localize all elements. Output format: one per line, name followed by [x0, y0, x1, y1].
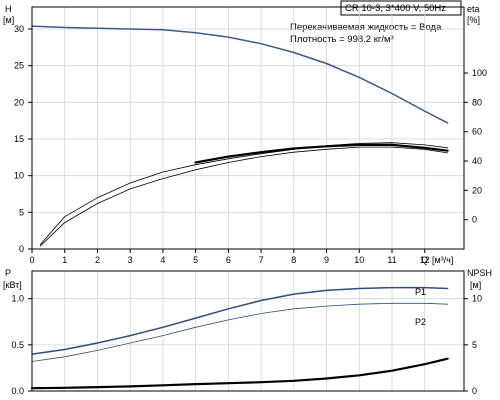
top-x-tick-label: 11	[387, 255, 396, 265]
bottom-y2-tick-label: 10	[472, 294, 482, 304]
bottom-y-unit: [кВт]	[3, 280, 22, 290]
bottom-y2-label: NPSH	[467, 268, 492, 278]
bottom-series-line-2	[30, 357, 449, 390]
bottom-y-tick-label: 1.0	[11, 294, 24, 304]
p2-series-label: P2	[415, 317, 426, 327]
top-y-tick-label: 30	[14, 24, 24, 34]
top-x-tick-label: 5	[193, 255, 198, 265]
top-y2-tick-label: 40	[472, 156, 482, 166]
top-y-tick-label: 15	[14, 134, 24, 144]
top-series-line-2	[39, 142, 449, 246]
top-x-tick-label: 12	[420, 255, 430, 265]
top-y2-unit: [%]	[467, 15, 480, 25]
top-y-tick-label: 0	[19, 244, 24, 254]
top-y-tick-label: 5	[19, 207, 24, 217]
density-label: Плотность = 998.2 кг/м³	[290, 34, 394, 45]
top-series-line-0	[31, 25, 449, 124]
fluid-label: Перекачиваемая жидкость = Вода	[290, 22, 442, 33]
top-y2-label: eta	[467, 4, 480, 14]
top-x-tick-label: 8	[291, 255, 296, 265]
top-x-tick-label: 10	[354, 255, 364, 265]
bottom-ticks: 0.0 0.5 1.0 0 5 10	[11, 294, 482, 396]
top-y-unit: [м]	[3, 15, 14, 25]
top-x-tick-label: 0	[29, 255, 34, 265]
top-series	[31, 25, 449, 247]
top-x-tick-label: 3	[128, 255, 133, 265]
top-series-line-3	[194, 143, 449, 164]
p1-series-label: P1	[415, 287, 426, 297]
top-x-tick-label: 1	[62, 255, 67, 265]
top-y2-tick-label: 100	[472, 68, 487, 78]
model-box	[340, 0, 462, 16]
top-x-tick-label: 6	[226, 255, 231, 265]
top-x-tick-label: 4	[160, 255, 165, 265]
bottom-y2-tick-label: 5	[472, 340, 477, 350]
top-y-tick-label: 20	[14, 97, 24, 107]
top-plot-frame	[31, 6, 465, 250]
model-label: CR 10-3, 3*400 V, 50Hz	[345, 3, 446, 14]
top-y2-tick-label: 0	[472, 215, 477, 225]
bottom-y-label: P	[5, 268, 11, 278]
top-x-tick-label: 7	[259, 255, 264, 265]
top-y2-tick-label: 20	[472, 185, 482, 195]
bottom-y2-unit: [м]	[470, 280, 481, 290]
top-y2-tick-label: 60	[472, 127, 482, 137]
top-y-tick-label: 10	[14, 171, 24, 181]
bottom-y-tick-label: 0.0	[11, 386, 24, 396]
bottom-series	[30, 286, 449, 390]
top-grid	[31, 7, 464, 250]
x-unit-label: [м³/ч]	[432, 255, 453, 265]
top-y2-tick-label: 80	[472, 97, 482, 107]
bottom-plot-frame	[31, 270, 465, 392]
bottom-y-tick-label: 0.5	[11, 340, 24, 350]
top-x-tick-label: 9	[324, 255, 329, 265]
top-y-label: H	[5, 4, 12, 14]
top-x-tick-label: 2	[95, 255, 100, 265]
bottom-y2-tick-label: 0	[472, 386, 477, 396]
bottom-grid	[31, 271, 464, 392]
top-y-tick-label: 25	[14, 61, 24, 71]
top-series-line-1	[39, 146, 449, 247]
bottom-series-line-1	[31, 302, 449, 362]
bottom-series-line-0	[31, 286, 449, 355]
x-end-label: Q	[421, 255, 428, 265]
